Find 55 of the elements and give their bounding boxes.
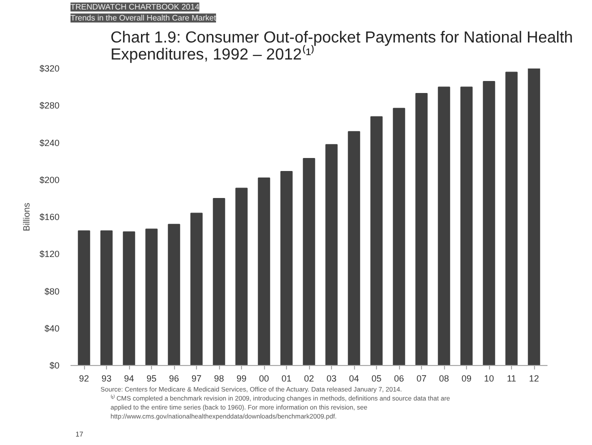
x-tick-label: 98 bbox=[214, 374, 224, 384]
bar bbox=[258, 178, 270, 366]
y-tick-label: $320 bbox=[39, 64, 60, 74]
x-tick-label: 00 bbox=[258, 374, 270, 384]
bar bbox=[302, 158, 316, 366]
x-tick-label: 07 bbox=[416, 374, 427, 384]
bar bbox=[348, 131, 360, 366]
y-tick-label: $80 bbox=[44, 286, 60, 296]
x-tick-label: 96 bbox=[168, 374, 180, 384]
bar bbox=[482, 80, 496, 366]
x-tick-label: 94 bbox=[124, 374, 134, 384]
bar bbox=[438, 86, 450, 366]
bar bbox=[325, 144, 338, 366]
x-tick-label: 01 bbox=[281, 374, 292, 384]
x-tick-label: 12 bbox=[528, 374, 540, 384]
y-axis-title: Billions bbox=[21, 202, 32, 232]
text: TRENDWATCH CHARTBOOK 2014 bbox=[70, 2, 200, 12]
bar bbox=[78, 230, 90, 366]
bar bbox=[505, 72, 518, 366]
bar bbox=[212, 198, 226, 366]
x-tick-label: 03 bbox=[326, 374, 337, 384]
x-tick-label: 09 bbox=[461, 374, 472, 384]
y-tick-label: $0 bbox=[49, 360, 60, 370]
bar bbox=[370, 116, 383, 366]
x-tick-label: 02 bbox=[304, 374, 314, 384]
y-tick-label: $40 bbox=[44, 323, 60, 334]
bar bbox=[392, 108, 406, 366]
x-tick-label: 08 bbox=[438, 374, 450, 384]
y-tick-label: $120 bbox=[39, 249, 60, 260]
y-tick-label: $200 bbox=[39, 174, 60, 185]
bar bbox=[280, 171, 293, 366]
x-tick-label: 05 bbox=[371, 374, 382, 384]
bar bbox=[415, 93, 428, 366]
bar bbox=[528, 68, 540, 366]
bar bbox=[145, 228, 158, 366]
y-tick-label: $280 bbox=[39, 100, 60, 111]
y-tick-label: $160 bbox=[39, 212, 60, 222]
x-tick-label: 99 bbox=[236, 374, 247, 384]
y-tick-label: $240 bbox=[39, 138, 60, 148]
x-tick-label: 10 bbox=[484, 374, 494, 384]
bar bbox=[190, 212, 203, 366]
x-tick-label: 97 bbox=[191, 374, 202, 384]
x-tick-label: 93 bbox=[101, 374, 112, 384]
x-tick-label: 11 bbox=[506, 374, 516, 384]
x-tick-label: 95 bbox=[146, 374, 157, 384]
chart-title: Chart 1.9: Consumer Out-of-pocket Payments for National Health Expenditures, 1992 – 2012⁽¹⁾ bbox=[110, 30, 573, 64]
bar bbox=[122, 231, 136, 366]
bar bbox=[168, 224, 180, 366]
text: Trends in the Overall Health Care Market bbox=[70, 14, 217, 22]
x-tick-label: 92 bbox=[78, 374, 90, 384]
bar bbox=[460, 86, 473, 366]
bar bbox=[100, 230, 113, 366]
x-tick-label: 04 bbox=[348, 374, 360, 384]
bar bbox=[235, 188, 248, 366]
x-tick-label: 06 bbox=[394, 374, 404, 384]
